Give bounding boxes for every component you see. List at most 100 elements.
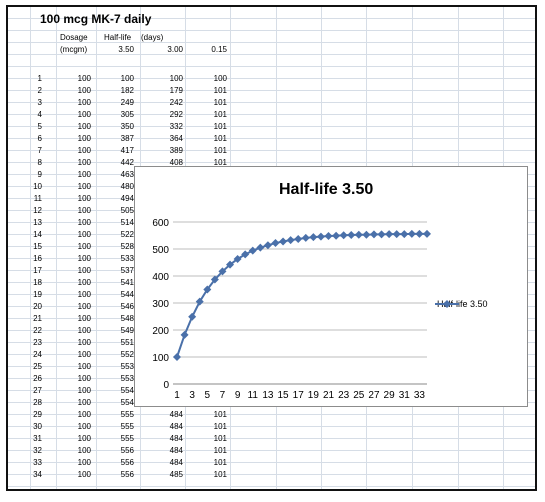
- table-cell-c1[interactable]: 505: [120, 206, 134, 215]
- table-cell-dose[interactable]: 100: [77, 218, 91, 227]
- table-cell-c1[interactable]: 541: [120, 278, 134, 287]
- table-cell-n[interactable]: 25: [33, 362, 42, 371]
- table-cell-c1[interactable]: 463: [120, 170, 134, 179]
- table-cell-dose[interactable]: 100: [77, 290, 91, 299]
- table-cell-dose[interactable]: 100: [77, 398, 91, 407]
- table-cell-c2[interactable]: 364: [169, 134, 183, 143]
- table-cell-c3[interactable]: 101: [213, 458, 227, 467]
- table-cell-c2[interactable]: 100: [169, 74, 183, 83]
- table-cell-n[interactable]: 18: [33, 278, 42, 287]
- table-cell-c3[interactable]: 100: [213, 74, 227, 83]
- table-cell-n[interactable]: 10: [33, 182, 42, 191]
- table-cell-c3[interactable]: 101: [213, 158, 227, 167]
- table-cell-c1[interactable]: 556: [120, 458, 134, 467]
- table-cell-c3[interactable]: 101: [213, 422, 227, 431]
- table-cell-c1[interactable]: 528: [120, 242, 134, 251]
- table-cell-c1[interactable]: 514: [120, 218, 134, 227]
- table-cell-n[interactable]: 13: [33, 218, 42, 227]
- table-cell-n[interactable]: 14: [33, 230, 42, 239]
- table-cell-dose[interactable]: 100: [77, 422, 91, 431]
- table-cell-c3[interactable]: 101: [213, 122, 227, 131]
- table-cell-dose[interactable]: 100: [77, 278, 91, 287]
- table-cell-c1[interactable]: 552: [120, 350, 134, 359]
- table-cell-c2[interactable]: 292: [169, 110, 183, 119]
- table-cell-n[interactable]: 19: [33, 290, 42, 299]
- table-cell-c1[interactable]: 554: [120, 386, 134, 395]
- table-cell-dose[interactable]: 100: [77, 314, 91, 323]
- table-cell-c1[interactable]: 553: [120, 374, 134, 383]
- table-cell-c2[interactable]: 332: [169, 122, 183, 131]
- table-cell-n[interactable]: 32: [33, 446, 42, 455]
- table-cell-c3[interactable]: 101: [213, 446, 227, 455]
- table-cell-dose[interactable]: 100: [77, 170, 91, 179]
- table-cell-n[interactable]: 5: [37, 122, 42, 131]
- table-cell-c1[interactable]: 533: [120, 254, 134, 263]
- table-cell-dose[interactable]: 100: [77, 110, 91, 119]
- table-cell-n[interactable]: 11: [33, 194, 42, 203]
- table-cell-n[interactable]: 3: [37, 98, 42, 107]
- table-cell-dose[interactable]: 100: [77, 434, 91, 443]
- table-cell-dose[interactable]: 100: [77, 266, 91, 275]
- table-cell-c1[interactable]: 522: [120, 230, 134, 239]
- table-cell-c3[interactable]: 101: [213, 434, 227, 443]
- table-cell-c2[interactable]: 484: [169, 410, 183, 419]
- table-cell-n[interactable]: 23: [33, 338, 42, 347]
- table-cell-c1[interactable]: 537: [120, 266, 134, 275]
- table-cell-c1[interactable]: 544: [120, 290, 134, 299]
- table-cell-dose[interactable]: 100: [77, 86, 91, 95]
- table-cell-n[interactable]: 20: [33, 302, 42, 311]
- table-cell-c1[interactable]: 305: [120, 110, 134, 119]
- table-cell-n[interactable]: 4: [37, 110, 42, 119]
- table-cell-c1[interactable]: 350: [120, 122, 134, 131]
- table-cell-n[interactable]: 9: [37, 170, 42, 179]
- table-cell-dose[interactable]: 100: [77, 458, 91, 467]
- table-cell-n[interactable]: 27: [33, 386, 42, 395]
- table-cell-n[interactable]: 2: [37, 86, 42, 95]
- table-cell-c2[interactable]: 484: [169, 434, 183, 443]
- table-cell-c3[interactable]: 101: [213, 146, 227, 155]
- table-cell-c1[interactable]: 546: [120, 302, 134, 311]
- table-cell-n[interactable]: 22: [33, 326, 42, 335]
- table-cell-n[interactable]: 7: [37, 146, 42, 155]
- table-cell-dose[interactable]: 100: [77, 158, 91, 167]
- table-cell-c1[interactable]: 387: [120, 134, 134, 143]
- table-cell-n[interactable]: 29: [33, 410, 42, 419]
- table-cell-dose[interactable]: 100: [77, 254, 91, 263]
- table-cell-c2[interactable]: 179: [169, 86, 183, 95]
- table-cell-dose[interactable]: 100: [77, 146, 91, 155]
- table-cell-c1[interactable]: 549: [120, 326, 134, 335]
- table-cell-dose[interactable]: 100: [77, 362, 91, 371]
- table-cell-n[interactable]: 28: [33, 398, 42, 407]
- table-cell-c1[interactable]: 548: [120, 314, 134, 323]
- table-cell-dose[interactable]: 100: [77, 134, 91, 143]
- table-cell-dose[interactable]: 100: [77, 386, 91, 395]
- table-cell-c1[interactable]: 555: [120, 434, 134, 443]
- table-cell-c2[interactable]: 484: [169, 458, 183, 467]
- table-cell-c3[interactable]: 101: [213, 86, 227, 95]
- table-cell-n[interactable]: 6: [37, 134, 42, 143]
- table-cell-dose[interactable]: 100: [77, 302, 91, 311]
- table-cell-n[interactable]: 17: [33, 266, 42, 275]
- table-cell-c1[interactable]: 556: [120, 446, 134, 455]
- table-cell-c2[interactable]: 242: [169, 98, 183, 107]
- table-cell-dose[interactable]: 100: [77, 470, 91, 479]
- table-cell-c1[interactable]: 555: [120, 410, 134, 419]
- table-cell-n[interactable]: 16: [33, 254, 42, 263]
- table-cell-n[interactable]: 26: [33, 374, 42, 383]
- table-cell-c3[interactable]: 101: [213, 110, 227, 119]
- table-cell-n[interactable]: 34: [33, 470, 42, 479]
- table-cell-c1[interactable]: 442: [120, 158, 134, 167]
- table-cell-c1[interactable]: 494: [120, 194, 134, 203]
- table-cell-n[interactable]: 31: [33, 434, 42, 443]
- table-cell-c3[interactable]: 101: [213, 98, 227, 107]
- table-cell-c2[interactable]: 484: [169, 446, 183, 455]
- table-cell-n[interactable]: 30: [33, 422, 42, 431]
- table-cell-dose[interactable]: 100: [77, 410, 91, 419]
- table-cell-n[interactable]: 12: [33, 206, 42, 215]
- table-cell-c2[interactable]: 484: [169, 422, 183, 431]
- table-cell-c3[interactable]: 101: [213, 470, 227, 479]
- table-cell-dose[interactable]: 100: [77, 350, 91, 359]
- table-cell-dose[interactable]: 100: [77, 242, 91, 251]
- table-cell-c1[interactable]: 249: [120, 98, 134, 107]
- table-cell-dose[interactable]: 100: [77, 338, 91, 347]
